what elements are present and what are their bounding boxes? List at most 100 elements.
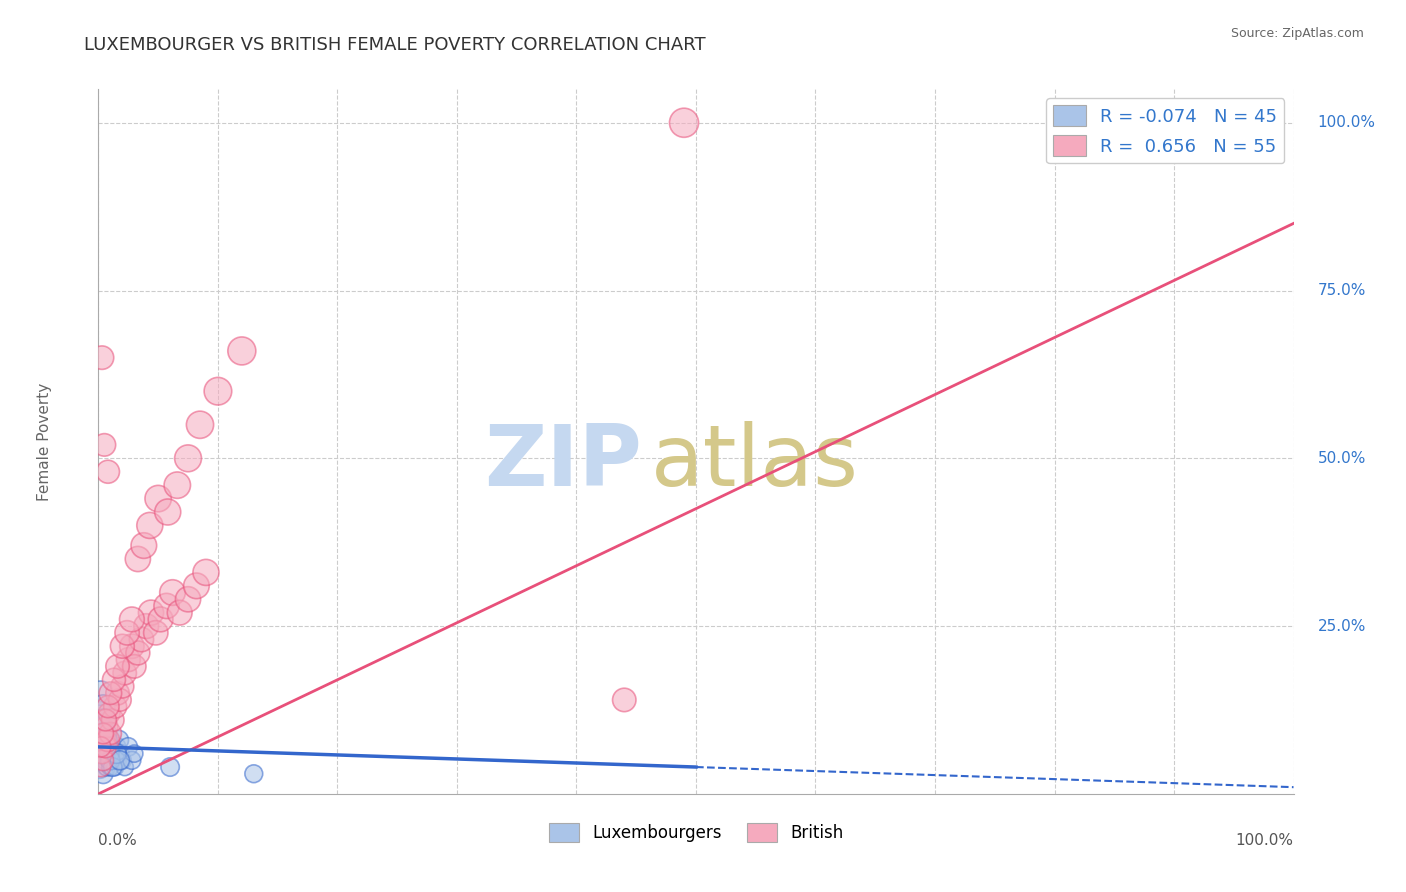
Point (94, 733, 117, 747)
Point (111, 680, 134, 694)
Point (98, 726, 122, 740)
Text: atlas: atlas (651, 421, 859, 504)
Point (231, 343, 253, 358)
Point (107, 733, 129, 747)
Point (93, 747, 115, 761)
Point (105, 747, 128, 761)
Point (243, 766, 266, 780)
Point (115, 625, 138, 640)
Point (93, 713, 115, 727)
Point (89, 760, 111, 774)
Point (91, 739, 114, 754)
Point (108, 753, 131, 767)
Point (91, 753, 114, 767)
Point (613, 693, 636, 707)
Text: 100.0%: 100.0% (1317, 115, 1375, 130)
Point (101, 753, 124, 767)
Text: 25.0%: 25.0% (1317, 618, 1365, 633)
Text: Source: ZipAtlas.com: Source: ZipAtlas.com (1230, 27, 1364, 40)
Point (121, 639, 143, 653)
Text: 50.0%: 50.0% (1317, 450, 1365, 466)
Point (195, 566, 218, 580)
Text: 75.0%: 75.0% (1317, 283, 1365, 298)
Point (97, 733, 120, 747)
Point (96, 760, 118, 774)
Point (108, 693, 131, 707)
Point (98, 760, 122, 774)
Point (139, 606, 162, 620)
Point (131, 632, 153, 647)
Legend: Luxembourgers, British: Luxembourgers, British (543, 816, 849, 849)
Point (117, 653, 139, 667)
Point (93, 733, 115, 747)
Point (127, 552, 149, 566)
Point (90, 760, 112, 774)
Point (207, 384, 229, 399)
Point (111, 639, 134, 653)
Text: ZIP: ZIP (485, 421, 643, 504)
Point (114, 666, 136, 681)
Point (139, 518, 162, 533)
Point (97, 739, 120, 754)
Point (98, 747, 121, 761)
Point (91, 720, 114, 734)
Point (121, 753, 143, 767)
Point (101, 760, 124, 774)
Point (107, 753, 129, 767)
Point (117, 739, 139, 754)
Point (90, 747, 112, 761)
Point (89, 706, 111, 721)
Point (124, 659, 146, 673)
Point (96, 733, 118, 747)
Point (155, 599, 177, 613)
Point (101, 713, 124, 727)
Point (94, 739, 117, 754)
Point (90, 686, 112, 700)
Point (177, 451, 200, 466)
Point (94, 726, 117, 740)
Point (132, 539, 155, 553)
Point (148, 491, 170, 506)
Point (93, 726, 115, 740)
Point (107, 686, 129, 700)
Point (166, 478, 188, 492)
Text: Female Poverty: Female Poverty (37, 383, 52, 500)
Point (91, 753, 114, 767)
Point (98, 706, 121, 721)
Point (114, 760, 136, 774)
Point (121, 612, 143, 626)
Point (107, 659, 129, 673)
Point (91, 747, 114, 761)
Point (97, 465, 120, 479)
Point (104, 699, 127, 714)
Point (98, 686, 122, 700)
Point (124, 747, 146, 761)
Point (91, 699, 114, 714)
Point (97, 699, 120, 714)
Point (169, 606, 191, 620)
Point (149, 612, 172, 626)
Point (91, 351, 114, 365)
Point (100, 739, 122, 754)
Point (93, 438, 115, 452)
Point (104, 760, 127, 774)
Point (111, 753, 134, 767)
Point (186, 579, 208, 593)
Point (108, 747, 131, 761)
Point (135, 619, 157, 633)
Point (97, 747, 120, 761)
Point (98, 733, 122, 747)
Point (96, 739, 118, 754)
Point (94, 753, 117, 767)
Point (105, 739, 128, 754)
Point (96, 720, 118, 734)
Point (90, 739, 112, 754)
Point (159, 760, 181, 774)
Point (145, 625, 167, 640)
Point (162, 585, 184, 599)
Point (91, 766, 114, 780)
Point (94, 713, 117, 727)
Point (98, 753, 121, 767)
Point (127, 646, 149, 660)
Text: 0.0%: 0.0% (98, 832, 138, 847)
